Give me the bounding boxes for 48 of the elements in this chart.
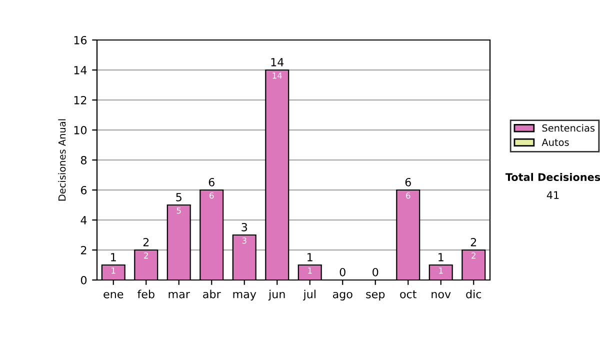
data-label: 6 (210, 192, 214, 199)
total-label: 0 (372, 268, 378, 276)
total-label: 6 (405, 178, 411, 186)
x-tick-label: jul (303, 290, 316, 300)
data-label: 1 (112, 268, 116, 274)
x-tick-label: sep (366, 292, 385, 300)
total-label: 5 (176, 193, 182, 202)
y-axis-title: Decisiones Anual (58, 119, 66, 201)
data-label: 1 (308, 268, 312, 274)
x-tick-label: ene (104, 292, 124, 298)
data-label: 2 (144, 252, 148, 259)
legend-label: Autos (542, 138, 569, 146)
legend-label: Sentencias (542, 124, 595, 132)
total-label: 1 (111, 253, 116, 262)
data-label: 1 (439, 268, 443, 274)
x-tick-label: mar (168, 292, 190, 298)
total-label: 3 (242, 222, 248, 232)
x-tick-label: oct (400, 290, 416, 298)
total-label: 0 (340, 268, 346, 276)
x-tick-label: jun (268, 290, 285, 300)
data-label: 14 (272, 72, 282, 79)
y-tick-label: 8 (80, 156, 87, 164)
y-tick-label: 6 (80, 186, 87, 194)
data-label: 5 (176, 208, 181, 214)
text: Total Decisiones (505, 172, 600, 182)
y-tick-label: 4 (80, 216, 87, 224)
x-tick-label: abr (203, 290, 221, 298)
total-label: 14 (271, 58, 284, 66)
text: 41 (546, 191, 559, 199)
total-label: 6 (208, 178, 214, 186)
y-tick-label: 2 (81, 246, 86, 254)
total-label: 2 (470, 238, 476, 246)
total-label: 1 (438, 253, 444, 262)
x-tick-label: may (233, 292, 256, 300)
y-tick-label: 16 (74, 36, 87, 44)
total-label: 2 (143, 238, 149, 246)
y-tick-label: 12 (74, 96, 86, 104)
x-tick-label: nov (432, 292, 451, 298)
x-tick-label: ago (332, 292, 352, 300)
y-tick-label: 14 (74, 66, 87, 74)
data-label: 2 (472, 252, 476, 259)
x-tick-label: feb (137, 290, 154, 298)
data-label: 3 (242, 237, 246, 244)
y-tick-label: 10 (74, 126, 87, 134)
data-label: 6 (406, 192, 410, 199)
x-tick-label: dic (466, 290, 482, 298)
y-tick-label: 0 (80, 276, 87, 284)
total-label: 1 (308, 253, 312, 262)
